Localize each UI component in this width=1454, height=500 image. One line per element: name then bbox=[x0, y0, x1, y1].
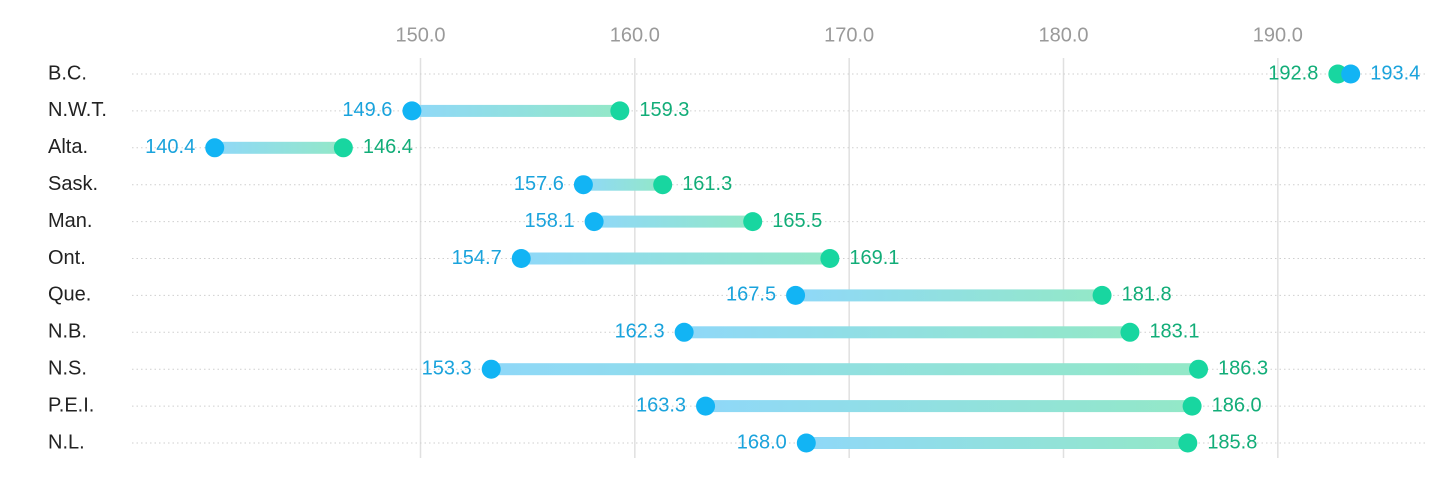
end-point bbox=[333, 138, 353, 158]
category-label: P.E.I. bbox=[48, 394, 94, 416]
dumbbell-bar bbox=[705, 400, 1193, 413]
end-point bbox=[1189, 359, 1209, 379]
dumbbell-points bbox=[205, 64, 1361, 453]
end-value-label: 185.8 bbox=[1207, 431, 1257, 453]
dumbbell-bar bbox=[521, 252, 830, 265]
end-value-label: 169.1 bbox=[849, 247, 899, 269]
start-point bbox=[1341, 64, 1361, 84]
category-label: Man. bbox=[48, 210, 92, 232]
start-value-label: 193.4 bbox=[1370, 62, 1420, 84]
start-point bbox=[573, 175, 593, 195]
end-value-label: 186.3 bbox=[1218, 357, 1268, 379]
start-value-label: 157.6 bbox=[514, 173, 564, 195]
category-labels: B.C. N.W.T. Alta. Sask. Man. Ont. Que. N.B. N.S.… bbox=[48, 62, 107, 453]
start-point bbox=[584, 212, 604, 232]
end-point bbox=[1120, 322, 1140, 342]
dumbbell-bar bbox=[594, 215, 753, 228]
end-value-label: 165.5 bbox=[772, 210, 822, 232]
dumbbell-bar bbox=[806, 437, 1188, 449]
value-labels: 193.4 192.8 149.6 159.3 140.4 146.4 157.6 161.3… bbox=[145, 62, 1420, 453]
x-tick-label: 150.0 bbox=[395, 24, 445, 46]
end-value-label: 186.0 bbox=[1212, 394, 1262, 416]
category-label: Que. bbox=[48, 284, 91, 306]
start-value-label: 167.5 bbox=[726, 284, 776, 306]
end-value-label: 183.1 bbox=[1149, 321, 1199, 343]
dumbbell-bars bbox=[214, 68, 1351, 449]
dumbbell-bar bbox=[214, 141, 344, 154]
end-point bbox=[1092, 285, 1112, 305]
start-value-label: 140.4 bbox=[145, 136, 195, 158]
start-value-label: 154.7 bbox=[452, 247, 502, 269]
start-value-label: 153.3 bbox=[422, 357, 472, 379]
x-tick-label: 190.0 bbox=[1253, 24, 1303, 46]
start-point bbox=[696, 396, 716, 416]
x-tick-label: 170.0 bbox=[824, 24, 874, 46]
gridlines bbox=[419, 58, 1279, 458]
dumbbell-bar bbox=[795, 289, 1103, 302]
end-point bbox=[1182, 396, 1202, 416]
category-label: Sask. bbox=[48, 173, 98, 195]
end-point bbox=[820, 249, 840, 268]
end-value-label: 192.8 bbox=[1268, 62, 1318, 84]
start-value-label: 162.3 bbox=[615, 321, 665, 343]
start-value-label: 163.3 bbox=[636, 394, 686, 416]
category-label: N.B. bbox=[48, 321, 87, 343]
end-point bbox=[610, 101, 630, 121]
end-value-label: 181.8 bbox=[1122, 284, 1172, 306]
start-value-label: 158.1 bbox=[525, 210, 575, 232]
dumbbell-bar bbox=[491, 363, 1199, 376]
end-value-label: 159.3 bbox=[639, 99, 689, 121]
start-point bbox=[205, 138, 225, 158]
category-label: N.S. bbox=[48, 357, 87, 379]
start-point bbox=[796, 433, 816, 453]
start-value-label: 149.6 bbox=[342, 99, 392, 121]
end-point bbox=[743, 212, 763, 232]
end-value-label: 161.3 bbox=[682, 173, 732, 195]
category-label: Ont. bbox=[48, 247, 86, 269]
dumbbell-bar bbox=[684, 326, 1130, 339]
x-tick-label: 180.0 bbox=[1038, 24, 1088, 46]
start-point bbox=[786, 285, 806, 305]
dumbbell-bar bbox=[411, 104, 620, 117]
end-value-label: 146.4 bbox=[363, 136, 413, 158]
start-point bbox=[511, 249, 531, 268]
start-point bbox=[402, 101, 422, 121]
x-tick-label: 160.0 bbox=[610, 24, 660, 46]
category-label: N.W.T. bbox=[48, 99, 107, 121]
category-label: Alta. bbox=[48, 136, 88, 158]
start-point bbox=[674, 322, 694, 342]
start-value-label: 168.0 bbox=[737, 431, 787, 453]
end-point bbox=[1178, 433, 1198, 453]
category-label: N.L. bbox=[48, 431, 85, 453]
start-point bbox=[481, 359, 501, 379]
category-label: B.C. bbox=[48, 62, 87, 84]
x-axis: 150.0 160.0 170.0 180.0 190.0 bbox=[395, 24, 1302, 46]
end-point bbox=[653, 175, 673, 195]
dumbbell-bar bbox=[583, 178, 663, 191]
